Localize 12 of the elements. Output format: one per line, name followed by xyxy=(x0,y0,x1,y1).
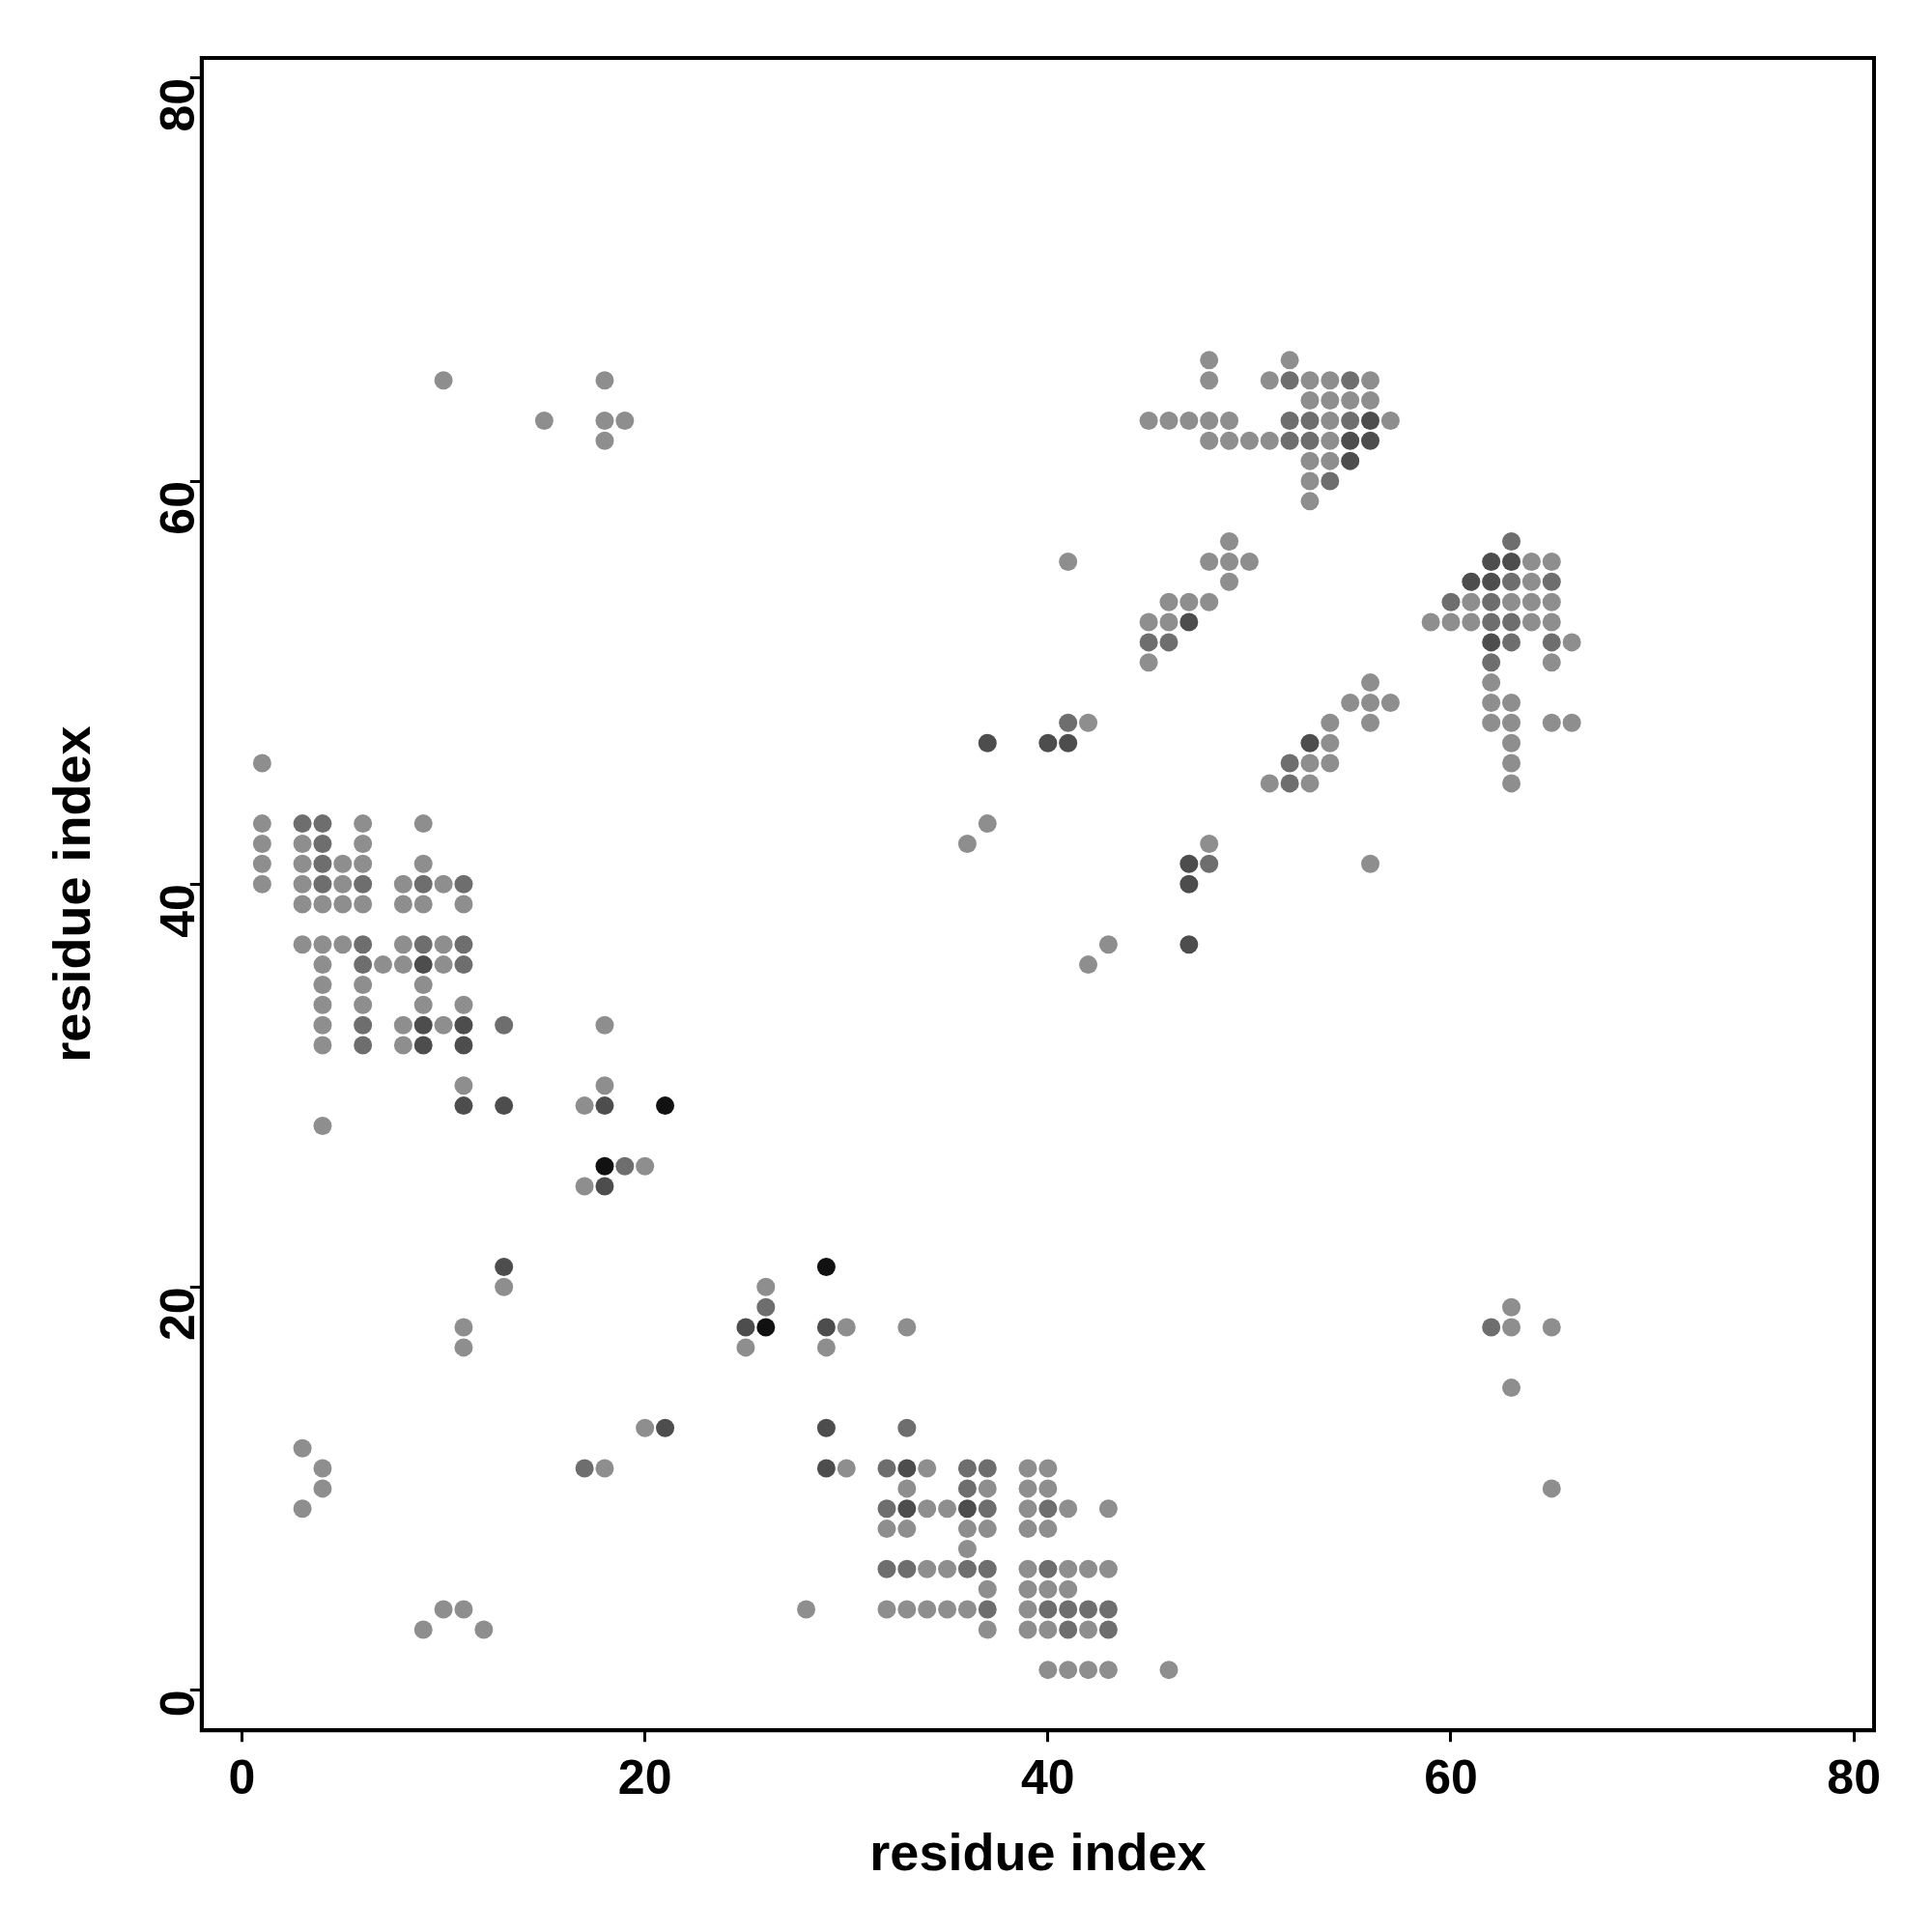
x-tick-label: 0 xyxy=(228,1749,256,1804)
x-tick-label: 20 xyxy=(617,1749,672,1804)
x-tick-label: 80 xyxy=(1827,1749,1881,1804)
x-axis-title: residue index xyxy=(869,1823,1207,1882)
y-tick-label: 20 xyxy=(150,1287,205,1341)
y-tick-label: 60 xyxy=(150,481,205,535)
y-tick-label: 0 xyxy=(150,1690,205,1718)
x-tick-label: 40 xyxy=(1021,1749,1075,1804)
y-tick-label: 80 xyxy=(150,77,205,132)
x-tick-label: 60 xyxy=(1424,1749,1478,1804)
y-tick-label: 40 xyxy=(150,884,205,938)
y-axis-title: residue index xyxy=(43,725,101,1063)
